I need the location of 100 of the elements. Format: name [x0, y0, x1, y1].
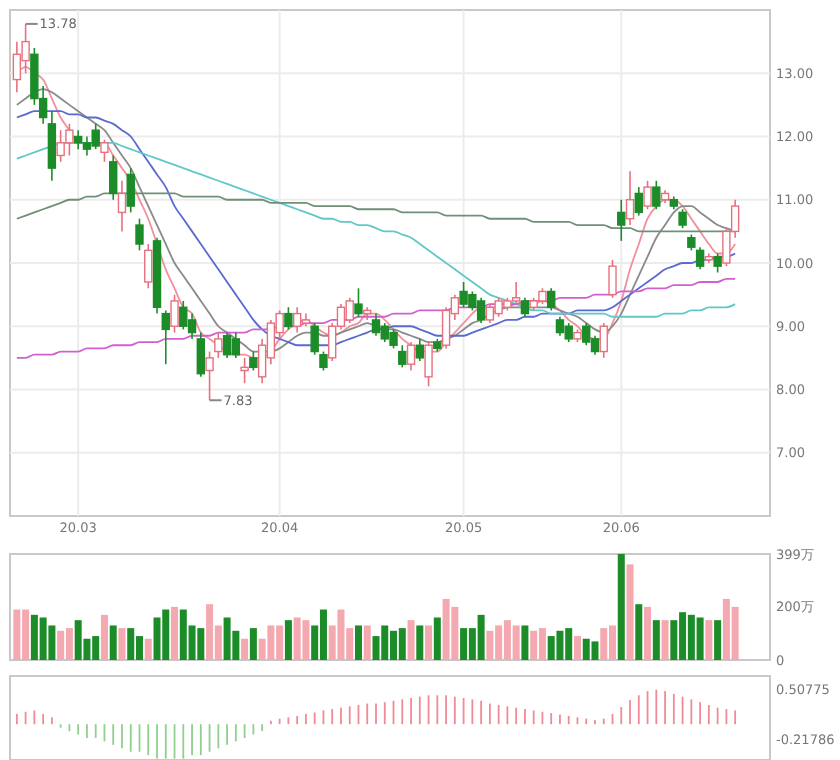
- bar: [433, 617, 441, 660]
- candlestick: [652, 179, 661, 211]
- candlestick: [73, 129, 83, 150]
- bar: [556, 630, 564, 660]
- candlestick: [599, 322, 608, 359]
- candlestick: [476, 296, 486, 324]
- bar: [425, 625, 433, 660]
- candlestick: [179, 300, 188, 331]
- candlestick: [520, 296, 530, 318]
- candlestick: [205, 350, 214, 402]
- bar: [731, 606, 739, 660]
- candlestick: [564, 322, 573, 343]
- bar: [48, 625, 56, 660]
- bar: [118, 628, 126, 660]
- bar: [626, 564, 634, 660]
- bar: [617, 554, 625, 660]
- bar: [486, 630, 494, 660]
- bar: [644, 606, 652, 660]
- candlestick: [249, 350, 258, 372]
- bar: [512, 625, 520, 660]
- bar: [407, 620, 415, 660]
- candlestick: [608, 259, 617, 299]
- bar: [162, 609, 170, 660]
- bar: [293, 617, 301, 660]
- bar: [635, 604, 643, 660]
- bar: [74, 620, 82, 660]
- candlestick: [161, 309, 170, 365]
- candlestick: [214, 331, 223, 359]
- bar: [241, 638, 249, 660]
- bar: [127, 628, 135, 660]
- bar: [652, 620, 660, 660]
- bar: [39, 617, 47, 660]
- candlestick: [82, 135, 92, 157]
- candlestick: [406, 341, 416, 372]
- candlestick: [354, 287, 363, 318]
- candlestick: [144, 243, 153, 290]
- candlestick: [625, 170, 635, 226]
- bar: [267, 625, 275, 660]
- candlestick: [222, 331, 232, 359]
- bar: [354, 625, 362, 660]
- bar: [284, 620, 292, 660]
- bar: [573, 636, 581, 660]
- candlestick: [109, 154, 118, 201]
- candlestick: [196, 331, 206, 378]
- bar: [451, 606, 459, 660]
- candlestick: [231, 331, 241, 359]
- bar: [171, 606, 179, 660]
- bar: [582, 638, 590, 660]
- candlestick: [424, 341, 433, 388]
- candlestick: [12, 40, 22, 94]
- candlestick: [634, 186, 643, 217]
- candlestick: [135, 217, 144, 252]
- bar: [398, 628, 406, 660]
- bar: [144, 638, 152, 660]
- candlestick: [91, 123, 100, 150]
- candlestick: [292, 306, 302, 334]
- bar: [319, 609, 327, 660]
- bar: [57, 630, 65, 660]
- bar: [337, 609, 345, 660]
- candlestick: [319, 350, 328, 372]
- bar: [591, 641, 599, 660]
- candlestick: [240, 357, 249, 384]
- bar: [442, 598, 450, 660]
- candlestick: [345, 296, 354, 324]
- candlestick: [170, 293, 179, 334]
- bar: [109, 625, 117, 660]
- bar: [197, 628, 205, 660]
- candlestick: [126, 167, 135, 214]
- candlestick: [415, 338, 424, 362]
- bar: [477, 614, 485, 660]
- bar: [206, 604, 214, 660]
- bar: [714, 620, 722, 660]
- bar: [538, 628, 546, 660]
- bar: [302, 620, 310, 660]
- candlestick: [117, 179, 127, 233]
- bar: [416, 625, 424, 660]
- bar: [363, 625, 371, 660]
- bar: [696, 617, 704, 660]
- bar: [100, 614, 108, 660]
- candlestick: [546, 287, 556, 312]
- bar: [600, 628, 608, 660]
- candlestick: [371, 312, 381, 337]
- candlestick: [643, 179, 652, 211]
- candlestick: [617, 198, 626, 242]
- candlestick: [485, 303, 495, 324]
- bar: [13, 609, 21, 660]
- bar: [705, 620, 713, 660]
- candlestick: [284, 306, 293, 331]
- candlestick: [555, 315, 565, 337]
- bar: [249, 628, 257, 660]
- candlestick: [47, 110, 57, 182]
- candlestick: [590, 334, 600, 356]
- bar: [65, 628, 73, 660]
- candlestick: [678, 208, 687, 230]
- bar: [135, 636, 143, 660]
- candlestick: [713, 252, 722, 274]
- bar: [460, 628, 468, 660]
- bar: [223, 617, 231, 660]
- candlestick: [310, 322, 319, 356]
- bar: [547, 636, 555, 660]
